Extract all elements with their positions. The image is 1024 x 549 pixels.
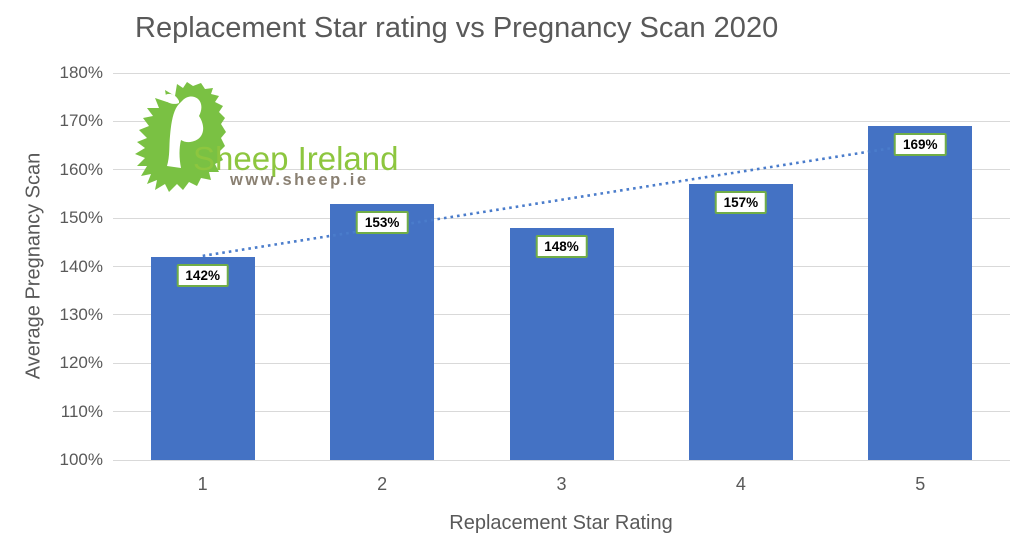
y-tick-label: 160% (59, 159, 103, 179)
y-tick-label: 130% (59, 304, 103, 324)
logo-wordmark: Sheep Ireland (193, 140, 399, 177)
y-tick-label: 150% (59, 208, 103, 228)
bar (150, 256, 255, 460)
gridline (113, 217, 1010, 219)
logo-url: www.sheep.ie (230, 171, 369, 189)
trendline (202, 142, 921, 258)
x-tick-label: 2 (377, 474, 388, 494)
gridline (113, 459, 1010, 461)
bar-label: 153% (355, 210, 409, 234)
sheep-ireland-logo: Sheep Ireland www.sheep.ie (133, 80, 408, 198)
x-tick-label: 3 (556, 474, 567, 494)
y-tick-label: 180% (59, 63, 103, 82)
x-tick-label: 5 (915, 474, 926, 494)
bar (330, 203, 435, 460)
x-axis-title: Replacement Star Rating (449, 512, 673, 534)
bar (509, 227, 614, 460)
ireland-map-icon (135, 82, 226, 192)
y-tick-label: 120% (59, 353, 103, 373)
bar-label: 142% (176, 263, 229, 287)
chart-title: Replacement Star rating vs Pregnancy Sca… (135, 12, 779, 44)
y-tick-label: 110% (60, 401, 103, 421)
gridline (113, 120, 1010, 122)
y-tick-label: 140% (59, 256, 103, 276)
bar-label: 169% (894, 133, 947, 157)
bar-label: 148% (535, 234, 588, 258)
plot-area: 100% 110% 120% 130% 140% 150% 160% 170% 180% 142%… (60, 63, 1010, 494)
x-tick-label: 4 (735, 474, 746, 494)
y-tick-label: 170% (59, 111, 103, 131)
y-tick-label: 100% (59, 450, 103, 469)
x-tick-label: 1 (197, 474, 208, 494)
bar (688, 184, 793, 460)
gridline (113, 169, 1010, 171)
bar-label: 157% (714, 191, 768, 215)
gridline (113, 72, 1010, 74)
bar (868, 126, 973, 460)
